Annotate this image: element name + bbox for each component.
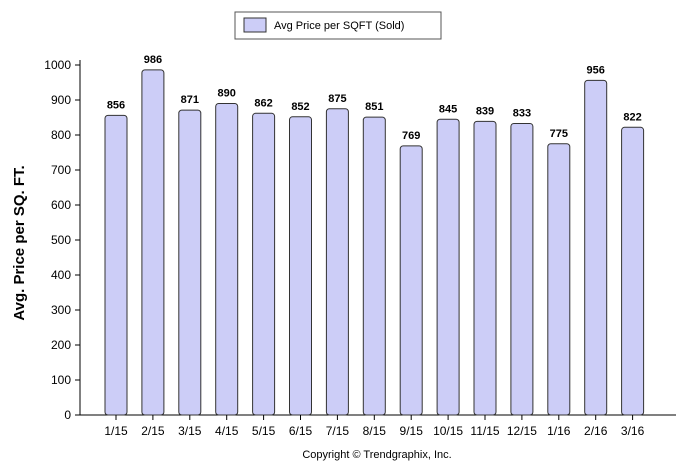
x-tick-label: 5/15 — [252, 424, 276, 438]
bar-12-15 — [510, 122, 534, 416]
data-label: 852 — [291, 101, 309, 113]
bar-7-15 — [325, 108, 349, 416]
y-tick-label: 1000 — [44, 58, 71, 72]
data-label: 856 — [107, 99, 125, 111]
x-tick-label: 9/15 — [400, 424, 424, 438]
x-tick-label: 3/15 — [178, 424, 202, 438]
x-tick-label: 1/16 — [547, 424, 571, 438]
bar-9-15 — [399, 145, 423, 416]
data-label: 775 — [550, 128, 568, 140]
bar-10-15 — [436, 118, 460, 416]
x-tick-label: 11/15 — [470, 424, 499, 438]
y-axis-label: Avg. Price per SQ. FT. — [11, 165, 28, 320]
x-tick-label: 10/15 — [433, 424, 463, 438]
bar-3-15 — [178, 109, 202, 416]
bar-3-16 — [621, 126, 645, 416]
x-axis-ticks: 1/15 2/15 3/15 4/15 5/15 6/15 7/15 8/15 9/15 10/1… — [104, 415, 645, 438]
x-tick-label: 3/16 — [621, 424, 645, 438]
y-tick-label: 300 — [51, 303, 71, 317]
bar-1-15 — [104, 114, 128, 416]
x-tick-label: 12/15 — [507, 424, 537, 438]
data-label: 851 — [365, 101, 383, 113]
data-label: 986 — [144, 54, 162, 66]
data-label: 956 — [587, 64, 605, 76]
y-tick-label: 600 — [51, 198, 71, 212]
y-tick-label: 900 — [51, 93, 71, 107]
y-tick-label: 100 — [51, 373, 71, 387]
bar-11-15 — [473, 120, 497, 416]
x-tick-label: 2/15 — [141, 424, 165, 438]
bar-2-16 — [584, 79, 608, 416]
bar-6-15 — [289, 116, 312, 416]
bar-5-15 — [252, 112, 276, 416]
data-label: 871 — [181, 94, 199, 106]
y-axis-ticks: 0 100 200 300 400 500 600 700 800 900 1000 — [44, 58, 80, 422]
bar-2-15 — [141, 69, 165, 416]
x-tick-label: 2/16 — [584, 424, 608, 438]
copyright-text: Copyright © Trendgraphix, Inc. — [302, 449, 451, 461]
data-label: 769 — [402, 130, 420, 142]
bar-4-15 — [215, 103, 239, 416]
y-tick-label: 200 — [51, 338, 71, 352]
x-tick-label: 6/15 — [289, 424, 313, 438]
legend-box — [234, 11, 442, 40]
bars — [104, 69, 645, 416]
y-tick-label: 500 — [51, 233, 71, 247]
bar-1-16 — [547, 143, 571, 416]
y-tick-label: 800 — [51, 128, 71, 142]
data-labels: 856 986 871 890 862 852 875 851 769 845 839 833 775 9… — [107, 54, 642, 142]
x-tick-label: 8/15 — [363, 424, 387, 438]
y-tick-label: 0 — [64, 408, 71, 422]
y-tick-label: 700 — [51, 163, 71, 177]
y-tick-label: 400 — [51, 268, 71, 282]
x-tick-label: 1/15 — [104, 424, 128, 438]
data-label: 875 — [328, 93, 346, 105]
legend: Avg Price per SQFT (Sold) — [234, 11, 442, 40]
data-label: 833 — [513, 107, 531, 119]
legend-swatch — [243, 17, 267, 33]
x-tick-label: 4/15 — [215, 424, 239, 438]
data-label: 890 — [218, 88, 236, 100]
bar-8-15 — [362, 116, 386, 416]
data-label: 862 — [254, 97, 272, 109]
data-label: 822 — [623, 111, 641, 123]
data-label: 839 — [476, 105, 494, 117]
legend-label: Avg Price per SQFT (Sold) — [274, 20, 404, 32]
x-tick-label: 7/15 — [326, 424, 350, 438]
data-label: 845 — [439, 103, 457, 115]
